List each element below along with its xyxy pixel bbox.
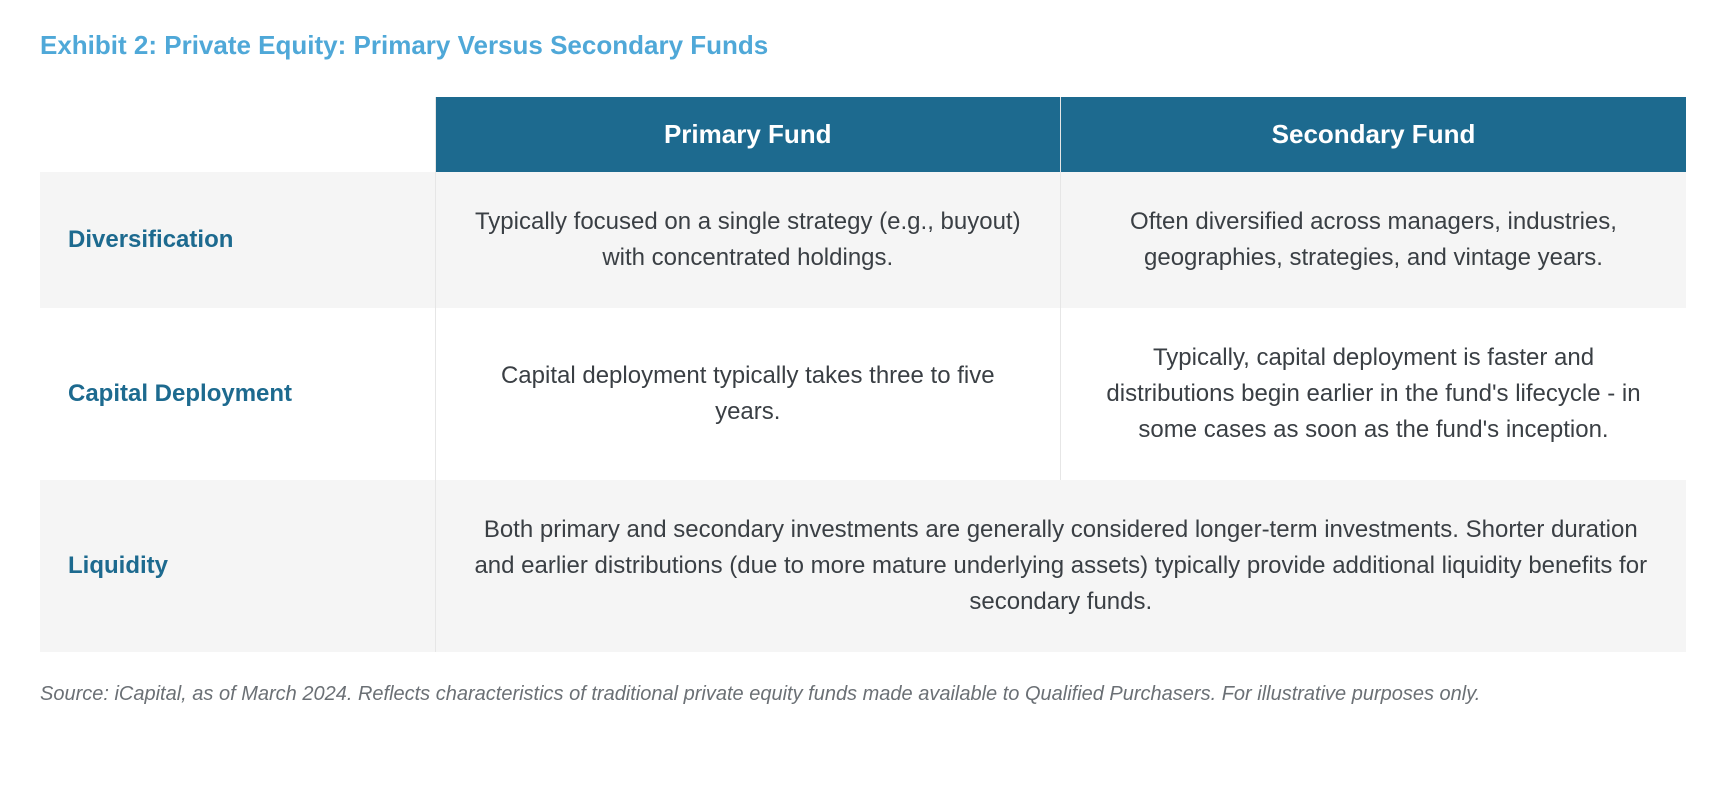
exhibit-title: Exhibit 2: Private Equity: Primary Versu…: [40, 30, 1686, 61]
table-row: Liquidity Both primary and secondary inv…: [40, 480, 1686, 652]
cell-liquidity-merged: Both primary and secondary investments a…: [435, 480, 1686, 652]
cell-capital-secondary: Typically, capital deployment is faster …: [1061, 308, 1687, 480]
header-primary: Primary Fund: [435, 97, 1060, 172]
table-row: Diversification Typically focused on a s…: [40, 172, 1686, 308]
cell-capital-primary: Capital deployment typically takes three…: [435, 308, 1060, 480]
table-row: Capital Deployment Capital deployment ty…: [40, 308, 1686, 480]
row-label-capital-deployment: Capital Deployment: [40, 308, 435, 480]
table-header-row: Primary Fund Secondary Fund: [40, 97, 1686, 172]
cell-diversification-primary: Typically focused on a single strategy (…: [435, 172, 1060, 308]
comparison-table: Primary Fund Secondary Fund Diversificat…: [40, 97, 1686, 652]
cell-diversification-secondary: Often diversified across managers, indus…: [1061, 172, 1687, 308]
row-label-diversification: Diversification: [40, 172, 435, 308]
header-blank: [40, 97, 435, 172]
header-secondary: Secondary Fund: [1061, 97, 1687, 172]
source-note: Source: iCapital, as of March 2024. Refl…: [40, 680, 1686, 708]
row-label-liquidity: Liquidity: [40, 480, 435, 652]
